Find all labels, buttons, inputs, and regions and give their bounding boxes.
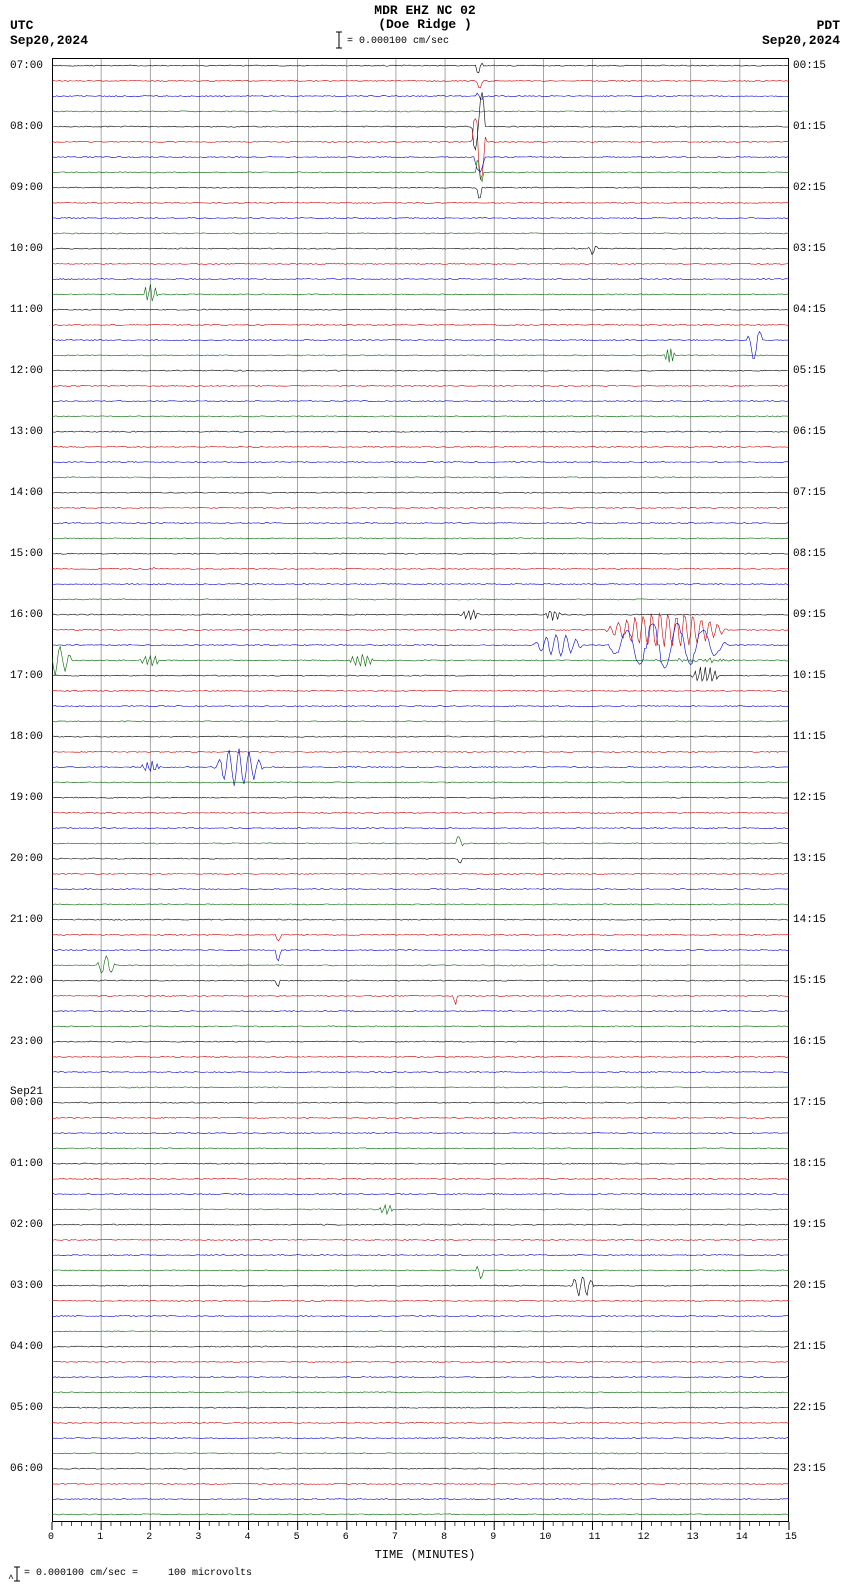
seismogram-plot <box>52 58 789 1522</box>
pdt-time-label: 10:15 <box>793 670 826 682</box>
utc-time-label: 01:00 <box>10 1158 43 1170</box>
xaxis-tick-label: 0 <box>48 1532 54 1543</box>
xaxis-title: TIME (MINUTES) <box>375 1548 476 1562</box>
pdt-time-label: 12:15 <box>793 792 826 804</box>
pdt-time-label: 21:15 <box>793 1341 826 1353</box>
pdt-time-label: 01:15 <box>793 121 826 133</box>
utc-time-label: 14:00 <box>10 487 43 499</box>
xaxis-tick-label: 4 <box>245 1532 251 1543</box>
pdt-time-label: 20:15 <box>793 1280 826 1292</box>
utc-time-label: 03:00 <box>10 1280 43 1292</box>
tz-right: PDT <box>817 18 840 33</box>
utc-time-label: 23:00 <box>10 1036 43 1048</box>
pdt-time-label: 15:15 <box>793 975 826 987</box>
pdt-time-label: 07:15 <box>793 487 826 499</box>
utc-time-label: 08:00 <box>10 121 43 133</box>
utc-time-label: 05:00 <box>10 1402 43 1414</box>
xaxis-tick-label: 5 <box>294 1532 300 1543</box>
pdt-time-label: 06:15 <box>793 426 826 438</box>
xaxis-tick-label: 15 <box>785 1532 797 1543</box>
pdt-time-label: 17:15 <box>793 1097 826 1109</box>
xaxis-tick-label: 10 <box>539 1532 551 1543</box>
utc-time-label: 10:00 <box>10 243 43 255</box>
pdt-time-label: 02:15 <box>793 182 826 194</box>
pdt-time-label: 08:15 <box>793 548 826 560</box>
tz-left: UTC <box>10 18 33 33</box>
pdt-time-label: 16:15 <box>793 1036 826 1048</box>
scale-label: = 0.000100 cm/sec <box>347 36 449 47</box>
xaxis-tick-label: 1 <box>97 1532 103 1543</box>
footer-scale-note: = 0.000100 cm/sec = <box>24 1568 138 1579</box>
pdt-time-label: 05:15 <box>793 365 826 377</box>
footer-scale-icon <box>8 1565 22 1583</box>
pdt-time-label: 22:15 <box>793 1402 826 1414</box>
pdt-time-label: 00:15 <box>793 60 826 72</box>
utc-time-label: 15:00 <box>10 548 43 560</box>
utc-time-label: 06:00 <box>10 1463 43 1475</box>
seismogram-container: MDR EHZ NC 02 (Doe Ridge ) = 0.000100 cm… <box>0 0 850 1584</box>
xaxis-tick-label: 14 <box>736 1532 748 1543</box>
scale-bar-icon <box>333 30 345 50</box>
xaxis-tick-label: 9 <box>490 1532 496 1543</box>
xaxis-tick-label: 2 <box>146 1532 152 1543</box>
xaxis-tick-label: 13 <box>687 1532 699 1543</box>
xaxis-tick-label: 3 <box>195 1532 201 1543</box>
pdt-time-label: 11:15 <box>793 731 826 743</box>
xaxis-tick-label: 7 <box>392 1532 398 1543</box>
footer-microvolts: 100 microvolts <box>168 1568 252 1579</box>
utc-time-label: 02:00 <box>10 1219 43 1231</box>
pdt-time-label: 18:15 <box>793 1158 826 1170</box>
pdt-time-label: 04:15 <box>793 304 826 316</box>
pdt-time-label: 19:15 <box>793 1219 826 1231</box>
utc-time-label: 21:00 <box>10 914 43 926</box>
pdt-time-label: 14:15 <box>793 914 826 926</box>
date-left: Sep20,2024 <box>10 33 88 48</box>
pdt-time-label: 09:15 <box>793 609 826 621</box>
utc-time-label: 07:00 <box>10 60 43 72</box>
pdt-time-label: 13:15 <box>793 853 826 865</box>
xaxis-tick-label: 6 <box>343 1532 349 1543</box>
pdt-time-label: 03:15 <box>793 243 826 255</box>
utc-time-label: 22:00 <box>10 975 43 987</box>
utc-time-label: 17:00 <box>10 670 43 682</box>
utc-time-label: 13:00 <box>10 426 43 438</box>
xaxis-tick-label: 8 <box>441 1532 447 1543</box>
utc-time-label: 11:00 <box>10 304 43 316</box>
utc-time-label: 00:00 <box>10 1097 43 1109</box>
date-right: Sep20,2024 <box>762 33 840 48</box>
station-id: MDR EHZ NC 02 <box>374 3 475 18</box>
utc-time-label: 16:00 <box>10 609 43 621</box>
utc-time-label: 19:00 <box>10 792 43 804</box>
utc-time-label: 20:00 <box>10 853 43 865</box>
xaxis-tick-label: 12 <box>638 1532 650 1543</box>
xaxis-tick-label: 11 <box>588 1532 600 1543</box>
utc-time-label: 04:00 <box>10 1341 43 1353</box>
pdt-time-label: 23:15 <box>793 1463 826 1475</box>
station-name: (Doe Ridge ) <box>378 17 472 32</box>
utc-time-label: 18:00 <box>10 731 43 743</box>
utc-time-label: 12:00 <box>10 365 43 377</box>
utc-time-label: 09:00 <box>10 182 43 194</box>
